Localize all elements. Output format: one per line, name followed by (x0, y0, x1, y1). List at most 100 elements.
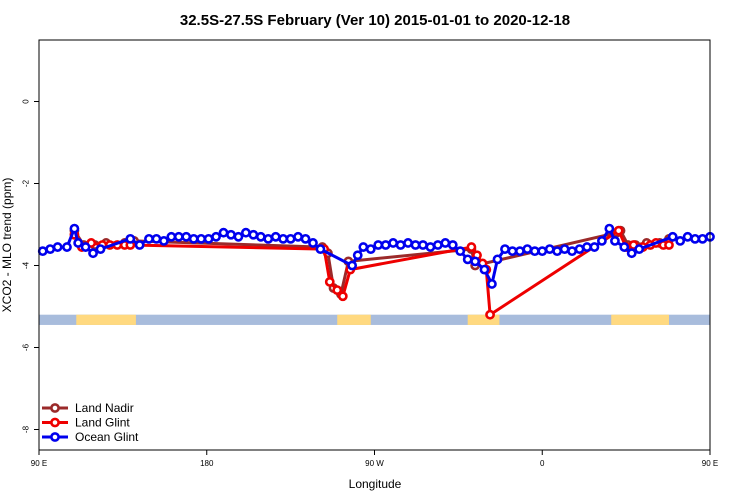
data-point-ocean-glint-35 (347, 260, 358, 271)
data-point-ocean-glint-43 (403, 238, 413, 248)
data-point-ocean-glint-33 (308, 238, 318, 248)
data-point-ocean-glint-30 (285, 233, 296, 244)
data-point-ocean-glint-12 (151, 233, 162, 244)
data-point-land-glint-25 (664, 240, 674, 250)
data-point-ocean-glint-2 (52, 242, 63, 252)
data-point-ocean-glint-77 (682, 231, 693, 242)
data-point-ocean-glint-57 (507, 246, 518, 257)
y-tick-label-3: -6 (21, 343, 30, 351)
data-point-ocean-glint-32 (300, 233, 311, 244)
y-tick-label-2: -4 (21, 261, 30, 269)
data-point-ocean-glint-69 (596, 235, 607, 246)
data-point-ocean-glint-34 (315, 244, 326, 254)
data-point-ocean-glint-21 (218, 227, 229, 238)
data-point-ocean-glint-15 (173, 231, 184, 242)
data-point-ocean-glint-60 (529, 246, 540, 257)
ocean-strip (39, 314, 710, 325)
data-point-ocean-glint-28 (270, 231, 281, 242)
data-point-ocean-glint-71 (610, 235, 620, 246)
data-point-ocean-glint-75 (667, 231, 678, 242)
data-point-ocean-glint-37 (358, 242, 369, 252)
series-layer (37, 223, 715, 320)
legend-marker-land-glint (50, 417, 60, 428)
data-point-ocean-glint-20 (211, 231, 221, 242)
data-point-ocean-glint-19 (203, 233, 214, 244)
y-tick-label-4: -8 (21, 425, 30, 433)
data-point-ocean-glint-46 (425, 242, 436, 252)
x-axis-label: Longitude (349, 477, 402, 491)
data-point-ocean-glint-8 (95, 244, 106, 254)
x-tick-label-1: 180 (200, 459, 214, 468)
x-axis: 90 E 180 90 W 0 90 E (31, 450, 718, 468)
data-point-land-glint-18 (613, 225, 624, 236)
data-point-ocean-glint-16 (181, 231, 192, 242)
y-tick-label-0: 0 (21, 99, 30, 104)
legend-label-land-glint: Land Glint (75, 416, 130, 430)
data-point-ocean-glint-18 (196, 233, 207, 244)
x-tick-label-0: 90 E (31, 459, 47, 468)
legend-label-ocean-glint: Ocean Glint (75, 430, 139, 444)
data-point-ocean-glint-47 (432, 240, 443, 250)
data-point-ocean-glint-79 (697, 233, 708, 244)
data-point-ocean-glint-62 (544, 244, 555, 254)
data-point-ocean-glint-26 (255, 231, 266, 242)
data-point-ocean-glint-39 (373, 240, 384, 250)
chart-title: 32.5S-27.5S February (Ver 10) 2015-01-01… (180, 12, 570, 29)
data-point-ocean-glint-56 (500, 244, 510, 254)
legend-marker-land-nadir (50, 403, 60, 413)
series-ocean-glint (37, 223, 715, 289)
x-tick-label-3: 0 (540, 459, 545, 468)
land-strip-3 (611, 314, 669, 325)
data-point-ocean-glint-76 (675, 235, 686, 246)
data-point-land-glint-11 (337, 291, 348, 302)
data-point-ocean-glint-54 (487, 279, 497, 289)
data-point-ocean-glint-42 (395, 240, 406, 250)
x-tick-label-4: 90 E (702, 459, 718, 468)
y-axis-label: XCO2 - MLO trend (ppm) (0, 178, 14, 313)
data-point-ocean-glint-6 (80, 242, 91, 252)
data-point-land-glint-17 (485, 309, 495, 320)
y-tick-label-1: -2 (21, 179, 30, 187)
data-point-ocean-glint-65 (567, 246, 577, 257)
y-axis: 0 -2 -4 -6 -8 (21, 99, 39, 433)
data-point-ocean-glint-11 (144, 233, 154, 244)
data-point-ocean-glint-29 (278, 233, 289, 244)
data-point-ocean-glint-78 (690, 233, 700, 244)
data-point-ocean-glint-67 (582, 242, 592, 252)
data-point-ocean-glint-36 (352, 250, 363, 261)
data-point-ocean-glint-49 (447, 240, 458, 250)
data-point-ocean-glint-55 (492, 254, 503, 265)
data-point-land-glint-13 (466, 242, 477, 252)
data-point-ocean-glint-4 (69, 223, 80, 234)
data-point-ocean-glint-14 (166, 231, 177, 242)
data-point-ocean-glint-72 (619, 242, 630, 252)
data-point-ocean-glint-74 (634, 244, 645, 254)
data-point-ocean-glint-13 (158, 235, 169, 246)
data-point-ocean-glint-68 (589, 242, 600, 252)
data-point-ocean-glint-10 (134, 240, 145, 250)
data-point-ocean-glint-41 (388, 238, 399, 248)
data-point-ocean-glint-59 (522, 244, 533, 254)
data-point-ocean-glint-22 (226, 229, 236, 240)
data-point-ocean-glint-27 (263, 233, 274, 244)
data-point-ocean-glint-5 (73, 238, 84, 248)
data-point-ocean-glint-70 (604, 223, 615, 234)
data-point-ocean-glint-73 (626, 248, 637, 259)
legend-label-land-nadir: Land Nadir (75, 401, 134, 415)
data-point-ocean-glint-23 (233, 231, 244, 242)
x-tick-label-2: 90 W (365, 459, 384, 468)
data-point-ocean-glint-52 (470, 256, 481, 267)
data-point-ocean-glint-38 (365, 244, 376, 254)
data-point-ocean-glint-51 (462, 254, 473, 265)
data-point-ocean-glint-58 (514, 246, 525, 257)
data-point-ocean-glint-0 (37, 246, 48, 257)
data-point-ocean-glint-53 (479, 264, 490, 275)
data-point-ocean-glint-50 (455, 246, 466, 257)
data-point-ocean-glint-61 (537, 246, 548, 257)
data-point-ocean-glint-3 (62, 242, 72, 252)
data-point-ocean-glint-40 (380, 240, 391, 250)
data-point-ocean-glint-24 (240, 227, 251, 238)
land-strip-1 (337, 314, 371, 325)
data-point-ocean-glint-44 (410, 240, 421, 250)
surface-strip (39, 314, 710, 325)
